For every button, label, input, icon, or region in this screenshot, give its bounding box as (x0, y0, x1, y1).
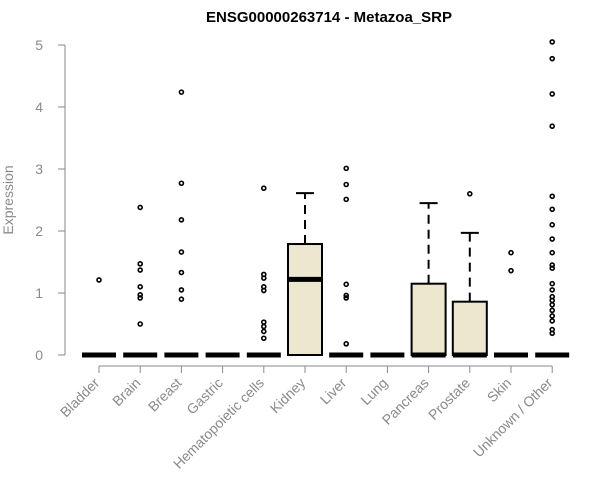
outlier-point (137, 292, 143, 298)
outlier-point (260, 185, 267, 192)
outlier-point (96, 277, 102, 283)
outlier-point (549, 307, 556, 314)
outlier-point (343, 196, 350, 203)
y-tick-label: 2 (35, 223, 43, 239)
box-group (82, 277, 116, 358)
outlier-point (260, 271, 267, 278)
box-group (329, 165, 364, 358)
outlier-point (549, 265, 556, 272)
outlier-point (178, 180, 185, 187)
outlier-point (549, 326, 556, 333)
outlier-point (137, 321, 143, 327)
box-group (535, 39, 570, 358)
y-tick-label: 4 (35, 99, 43, 115)
x-tick-label: Brain (109, 375, 143, 409)
outlier-point (549, 262, 556, 268)
outlier-point (137, 295, 143, 301)
x-tick-label: Breast (145, 375, 185, 415)
outlier-point (343, 181, 350, 188)
outlier-point (549, 318, 556, 324)
plot-area (82, 39, 570, 358)
y-tick-label: 3 (35, 161, 43, 177)
y-axis-label: Expression (0, 165, 16, 234)
outlier-point (137, 283, 143, 290)
outlier-point (260, 319, 267, 325)
x-tick-label: Lung (357, 375, 390, 408)
outlier-point (343, 281, 350, 288)
box-rect (287, 243, 323, 357)
outlier-point (343, 165, 350, 172)
box-group (164, 89, 199, 358)
box-group (287, 192, 323, 357)
box-rect (451, 300, 488, 356)
outlier-point (343, 292, 350, 299)
outlier-point (549, 313, 556, 319)
y-tick-label: 1 (35, 285, 43, 301)
box-group (451, 191, 488, 358)
outlier-point (549, 301, 556, 308)
outlier-point (508, 249, 514, 256)
x-tick-label: Liver (317, 374, 350, 407)
outlier-point (549, 55, 556, 62)
outlier-point (549, 287, 556, 293)
box-group (246, 185, 281, 358)
outlier-point (343, 341, 350, 347)
outlier-point (260, 335, 267, 342)
box-group (494, 249, 528, 358)
outlier-point (178, 287, 185, 293)
outlier-point (260, 323, 267, 330)
outlier-point (549, 123, 556, 130)
outlier-point (549, 280, 556, 287)
y-tick-label: 5 (35, 37, 43, 53)
outlier-point (137, 261, 143, 267)
outlier-point (549, 193, 556, 200)
box-group (123, 204, 158, 358)
x-tick-label: Prostate (425, 374, 473, 422)
outlier-point (549, 222, 556, 228)
box-rect (410, 282, 447, 357)
outlier-point (549, 249, 556, 256)
y-axis: 0 1 2 3 4 5 (35, 37, 66, 363)
box-group (410, 202, 447, 358)
outlier-point (178, 217, 185, 223)
outlier-point (178, 249, 185, 255)
outlier-point (178, 269, 185, 276)
outlier-point (466, 191, 473, 197)
x-tick-label: Skin (484, 375, 515, 406)
outlier-point (549, 39, 556, 45)
x-tick-label: Bladder (57, 374, 103, 420)
outlier-point (549, 206, 556, 213)
outlier-point (137, 267, 143, 273)
outlier-point (549, 293, 556, 300)
outlier-point (549, 236, 556, 242)
chart-title: ENSG00000263714 - Metazoa_SRP (206, 9, 452, 26)
outlier-point (260, 283, 267, 290)
outlier-point (508, 267, 514, 274)
outlier-point (178, 89, 185, 95)
outlier-point (178, 296, 185, 303)
y-tick-label: 0 (35, 347, 43, 363)
outlier-point (137, 204, 143, 211)
outlier-point (260, 328, 267, 335)
outlier-point (549, 91, 556, 97)
x-tick-label: Kidney (267, 375, 309, 417)
outlier-point (343, 295, 350, 301)
